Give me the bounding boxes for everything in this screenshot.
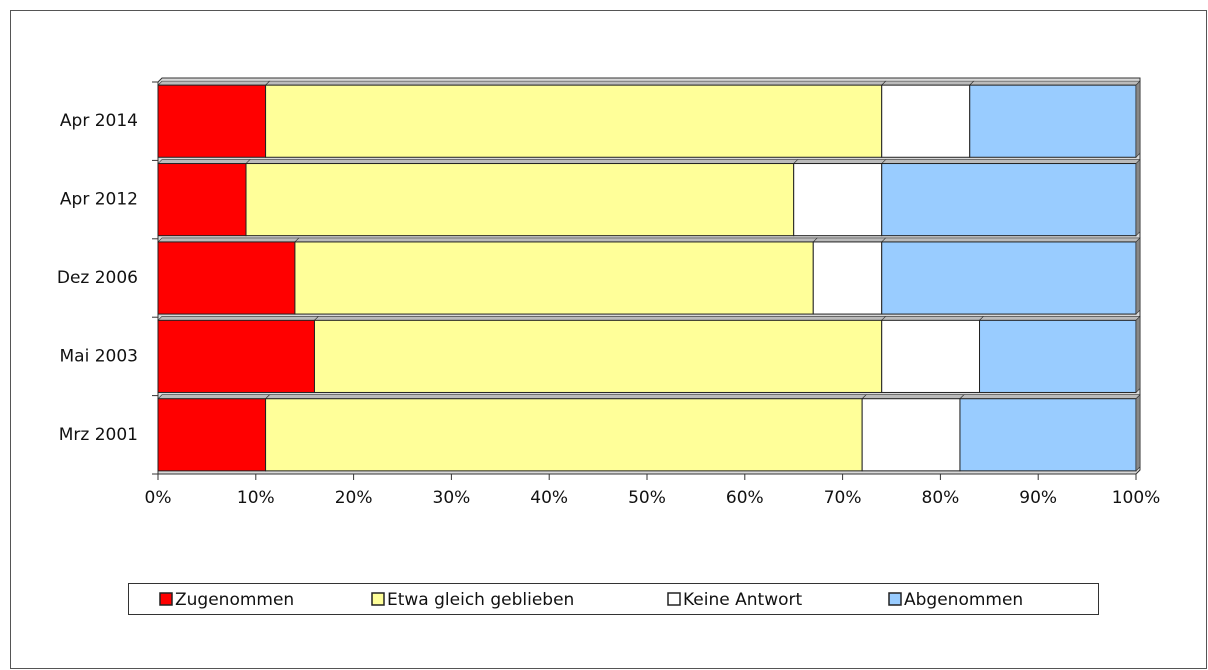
bar-top <box>264 394 867 400</box>
bar-segment <box>157 84 267 158</box>
x-tick-label: 70% <box>824 488 862 508</box>
bar-segment <box>157 398 267 472</box>
legend-swatch <box>159 592 173 606</box>
bar-side <box>1135 315 1141 394</box>
bar-segment <box>157 319 315 393</box>
bar-top <box>959 394 1141 400</box>
bar-top <box>978 316 1141 321</box>
x-tick-label: 90% <box>1019 488 1057 508</box>
y-tick-label: Apr 2014 <box>60 111 138 131</box>
bar-top <box>880 80 975 86</box>
bar-top <box>245 159 799 164</box>
bar-segment <box>313 319 883 393</box>
x-tick-label: 0% <box>145 488 172 508</box>
bar-top <box>157 394 271 400</box>
bar-segment <box>157 241 296 315</box>
bar-top <box>792 159 887 164</box>
bar-top <box>157 80 271 86</box>
y-tick-label: Mrz 2001 <box>59 425 138 445</box>
bar-segment <box>245 163 795 237</box>
bar-segment <box>793 163 883 237</box>
x-tick-label: 80% <box>922 488 960 508</box>
bar-segment <box>265 84 883 158</box>
legend-box <box>128 583 1099 615</box>
bar-top <box>880 237 1141 243</box>
bar-top <box>264 80 887 86</box>
legend-swatch <box>667 592 681 606</box>
bar-side <box>1135 394 1141 472</box>
x-tick-label: 40% <box>530 488 568 508</box>
bar-segment <box>979 319 1137 393</box>
bar-top <box>157 237 300 243</box>
bar-segment <box>861 398 961 472</box>
bar-segment <box>881 84 971 158</box>
bar-side <box>1135 158 1141 237</box>
legend-swatch <box>371 592 385 606</box>
bar-segment <box>881 319 981 393</box>
bar-segment <box>959 398 1137 472</box>
bar-segment <box>265 398 863 472</box>
legend-label: Keine Antwort <box>683 590 802 610</box>
x-tick-label: 10% <box>237 488 275 508</box>
x-tick-label: 20% <box>335 488 373 508</box>
bar-top <box>880 316 985 321</box>
bar-top <box>157 316 320 321</box>
bar-segment <box>881 241 1137 315</box>
bar-top <box>880 159 1141 164</box>
legend-swatch <box>888 592 902 606</box>
bar-top <box>294 237 818 243</box>
bar-side <box>1135 80 1141 158</box>
y-tick-label: Mai 2003 <box>60 346 138 366</box>
bar-top <box>861 394 965 400</box>
x-tick-label: 100% <box>1112 488 1161 508</box>
legend-label: Zugenommen <box>175 590 294 610</box>
bar-segment <box>294 241 814 315</box>
legend-label: Etwa gleich geblieben <box>387 590 574 610</box>
legend-label: Abgenommen <box>904 590 1023 610</box>
x-tick-label: 30% <box>433 488 471 508</box>
bar-segment <box>812 241 883 315</box>
bar-top <box>157 159 251 164</box>
bar-segment <box>881 163 1137 237</box>
y-tick-label: Apr 2012 <box>60 190 138 210</box>
bar-segment <box>157 163 247 237</box>
bar-top <box>812 237 887 243</box>
bar-segment <box>969 84 1137 158</box>
x-tick-label: 60% <box>726 488 764 508</box>
bar-top <box>969 80 1141 86</box>
bar-side <box>1135 237 1141 315</box>
x-tick-label: 50% <box>628 488 666 508</box>
bar-top <box>313 316 887 321</box>
y-tick-label: Dez 2006 <box>57 268 138 288</box>
